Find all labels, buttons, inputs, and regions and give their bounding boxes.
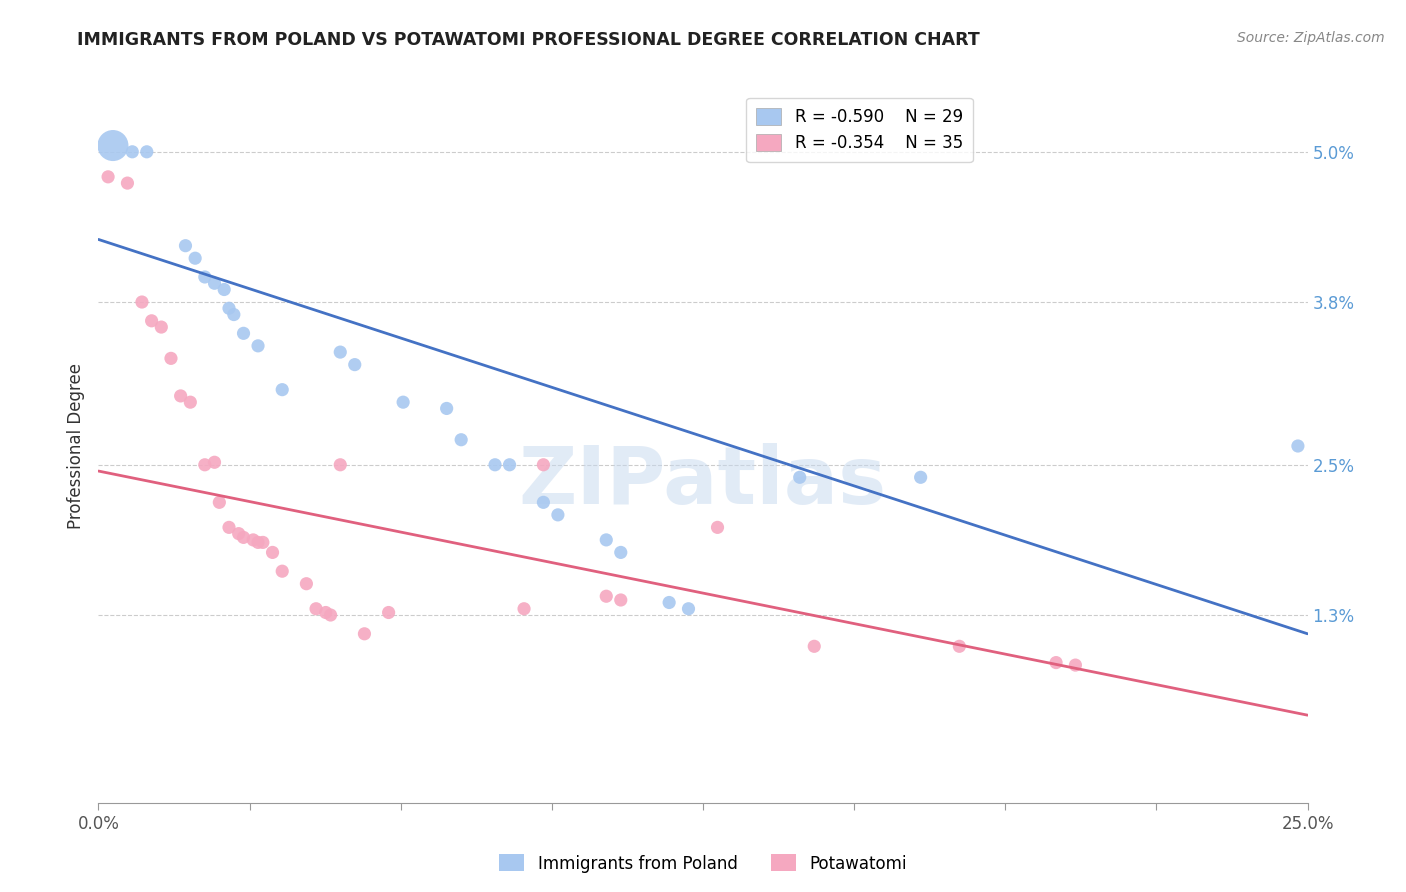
Point: [547, 508, 569, 522]
Point: [595, 533, 617, 547]
Text: ZIPatlas: ZIPatlas: [519, 442, 887, 521]
Point: [179, 395, 201, 409]
Point: [222, 308, 245, 322]
Point: [194, 270, 217, 285]
Point: [531, 458, 554, 472]
Point: [204, 455, 226, 469]
Point: [789, 470, 811, 484]
Point: [498, 458, 520, 472]
Point: [305, 601, 328, 615]
Point: [392, 395, 415, 409]
Point: [232, 530, 254, 544]
Point: [329, 458, 352, 472]
Point: [184, 251, 207, 265]
Point: [262, 545, 284, 559]
Point: [531, 495, 554, 509]
Point: [174, 238, 197, 252]
Point: [160, 351, 183, 366]
Point: [101, 138, 124, 153]
Point: [1045, 656, 1067, 670]
Point: [610, 545, 633, 559]
Legend: Immigrants from Poland, Potawatomi: Immigrants from Poland, Potawatomi: [492, 847, 914, 880]
Point: [150, 320, 173, 334]
Point: [121, 145, 143, 159]
Point: [595, 589, 617, 603]
Legend: R = -0.590    N = 29, R = -0.354    N = 35: R = -0.590 N = 29, R = -0.354 N = 35: [747, 97, 973, 162]
Point: [212, 283, 235, 297]
Point: [343, 358, 366, 372]
Point: [513, 601, 536, 615]
Text: IMMIGRANTS FROM POLAND VS POTAWATOMI PROFESSIONAL DEGREE CORRELATION CHART: IMMIGRANTS FROM POLAND VS POTAWATOMI PRO…: [77, 31, 980, 49]
Point: [242, 533, 264, 547]
Point: [271, 383, 294, 397]
Point: [706, 520, 728, 534]
Point: [948, 640, 970, 654]
Point: [295, 576, 318, 591]
Point: [97, 169, 120, 184]
Point: [169, 389, 191, 403]
Point: [1286, 439, 1309, 453]
Point: [135, 145, 157, 159]
Point: [232, 326, 254, 341]
Point: [658, 595, 681, 609]
Point: [271, 564, 294, 578]
Point: [218, 301, 240, 316]
Y-axis label: Professional Degree: Professional Degree: [66, 363, 84, 529]
Point: [131, 295, 153, 310]
Point: [436, 401, 458, 416]
Point: [803, 640, 825, 654]
Point: [208, 495, 231, 509]
Point: [218, 520, 240, 534]
Point: [610, 593, 633, 607]
Point: [484, 458, 506, 472]
Point: [141, 314, 163, 328]
Point: [315, 606, 337, 620]
Point: [204, 277, 226, 291]
Point: [228, 526, 250, 541]
Point: [319, 607, 342, 622]
Point: [450, 433, 472, 447]
Text: Source: ZipAtlas.com: Source: ZipAtlas.com: [1237, 31, 1385, 45]
Point: [117, 176, 139, 190]
Point: [194, 458, 217, 472]
Point: [377, 606, 399, 620]
Point: [247, 535, 270, 549]
Point: [353, 627, 375, 641]
Point: [910, 470, 932, 484]
Point: [252, 535, 274, 549]
Point: [678, 601, 700, 615]
Point: [1064, 658, 1087, 673]
Point: [329, 345, 352, 359]
Point: [247, 339, 270, 353]
